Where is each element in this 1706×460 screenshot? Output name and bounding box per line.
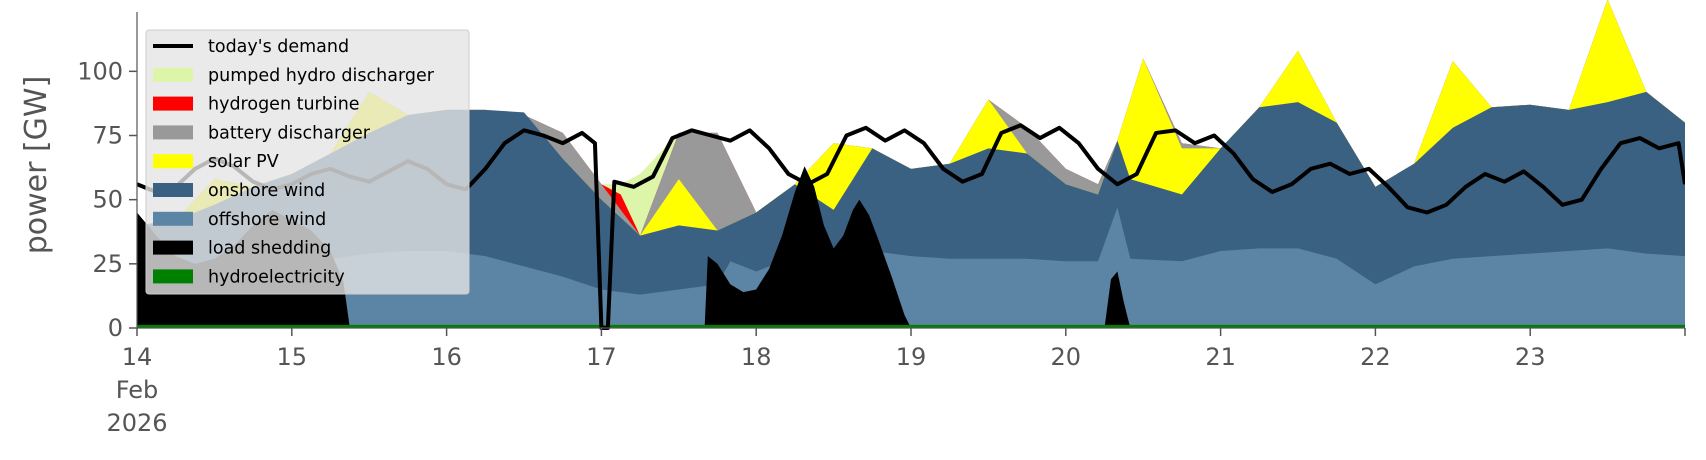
x-tick-label: 16 bbox=[431, 343, 462, 371]
area-hydroelectricity bbox=[137, 324, 1685, 328]
x-tick-label: 20 bbox=[1051, 343, 1082, 371]
x-tick-label: 2026 bbox=[106, 409, 167, 437]
area-offshore-wind bbox=[137, 207, 1685, 328]
y-tick-label: 25 bbox=[92, 250, 123, 278]
legend-label: hydrogen turbine bbox=[208, 95, 360, 115]
y-tick-label: 0 bbox=[108, 314, 123, 342]
legend-item-onshore-wind: onshore wind bbox=[153, 181, 325, 201]
legend-item-hydroelectricity: hydroelectricity bbox=[153, 267, 345, 287]
y-tick-label: 50 bbox=[92, 186, 123, 214]
legend-item-battery-discharger: battery discharger bbox=[153, 123, 371, 143]
legend-item-hydrogen-turbine: hydrogen turbine bbox=[153, 95, 360, 115]
legend-swatch bbox=[153, 67, 193, 82]
legend-swatch bbox=[153, 125, 193, 140]
legend-item-pumped-hydro-discharger: pumped hydro discharger bbox=[153, 66, 435, 86]
legend-label: onshore wind bbox=[208, 181, 325, 201]
legend-swatch bbox=[153, 240, 193, 255]
legend-label: pumped hydro discharger bbox=[208, 66, 435, 86]
legend-label: load shedding bbox=[208, 239, 331, 259]
x-tick-label: Feb bbox=[116, 376, 159, 404]
legend-swatch bbox=[153, 269, 193, 284]
y-axis: 0 25 50 75 100 bbox=[77, 12, 138, 342]
legend-swatch bbox=[153, 183, 193, 197]
y-axis-label: power [GW] bbox=[19, 76, 54, 255]
legend-swatch bbox=[153, 96, 193, 111]
y-tick-label: 75 bbox=[92, 122, 123, 150]
x-tick-label: 17 bbox=[586, 343, 617, 371]
legend-item-offshore-wind: offshore wind bbox=[153, 210, 326, 230]
legend-label: today's demand bbox=[208, 37, 349, 57]
stacked-areas bbox=[137, 0, 1685, 329]
x-axis: 14 Feb 2026 15 16 17 18 19 20 21 22 23 bbox=[106, 327, 1686, 437]
x-tick-label: 19 bbox=[896, 343, 927, 371]
legend-label: offshore wind bbox=[208, 210, 326, 230]
legend-swatch bbox=[153, 211, 193, 226]
legend-item-load-shedding: load shedding bbox=[153, 239, 331, 259]
x-tick-label: 22 bbox=[1360, 343, 1391, 371]
x-tick-label: 23 bbox=[1515, 343, 1546, 371]
legend-label: solar PV bbox=[208, 152, 279, 172]
x-tick-label: 21 bbox=[1205, 343, 1236, 371]
legend-swatch bbox=[153, 154, 193, 169]
legend-label: hydroelectricity bbox=[208, 267, 345, 287]
y-tick-label: 100 bbox=[77, 57, 123, 85]
legend-frame bbox=[145, 29, 470, 295]
x-tick-label: 14 bbox=[122, 343, 153, 371]
legend-item-today-s-demand: today's demand bbox=[153, 37, 349, 57]
x-tick-label: 18 bbox=[741, 343, 772, 371]
legend-label: battery discharger bbox=[208, 123, 371, 143]
x-tick-label: 15 bbox=[277, 343, 308, 371]
area-load-shedding bbox=[137, 166, 1685, 328]
legend-item-solar-pv: solar PV bbox=[153, 152, 279, 172]
legend: today's demand pumped hydro discharger hyd… bbox=[145, 29, 470, 295]
